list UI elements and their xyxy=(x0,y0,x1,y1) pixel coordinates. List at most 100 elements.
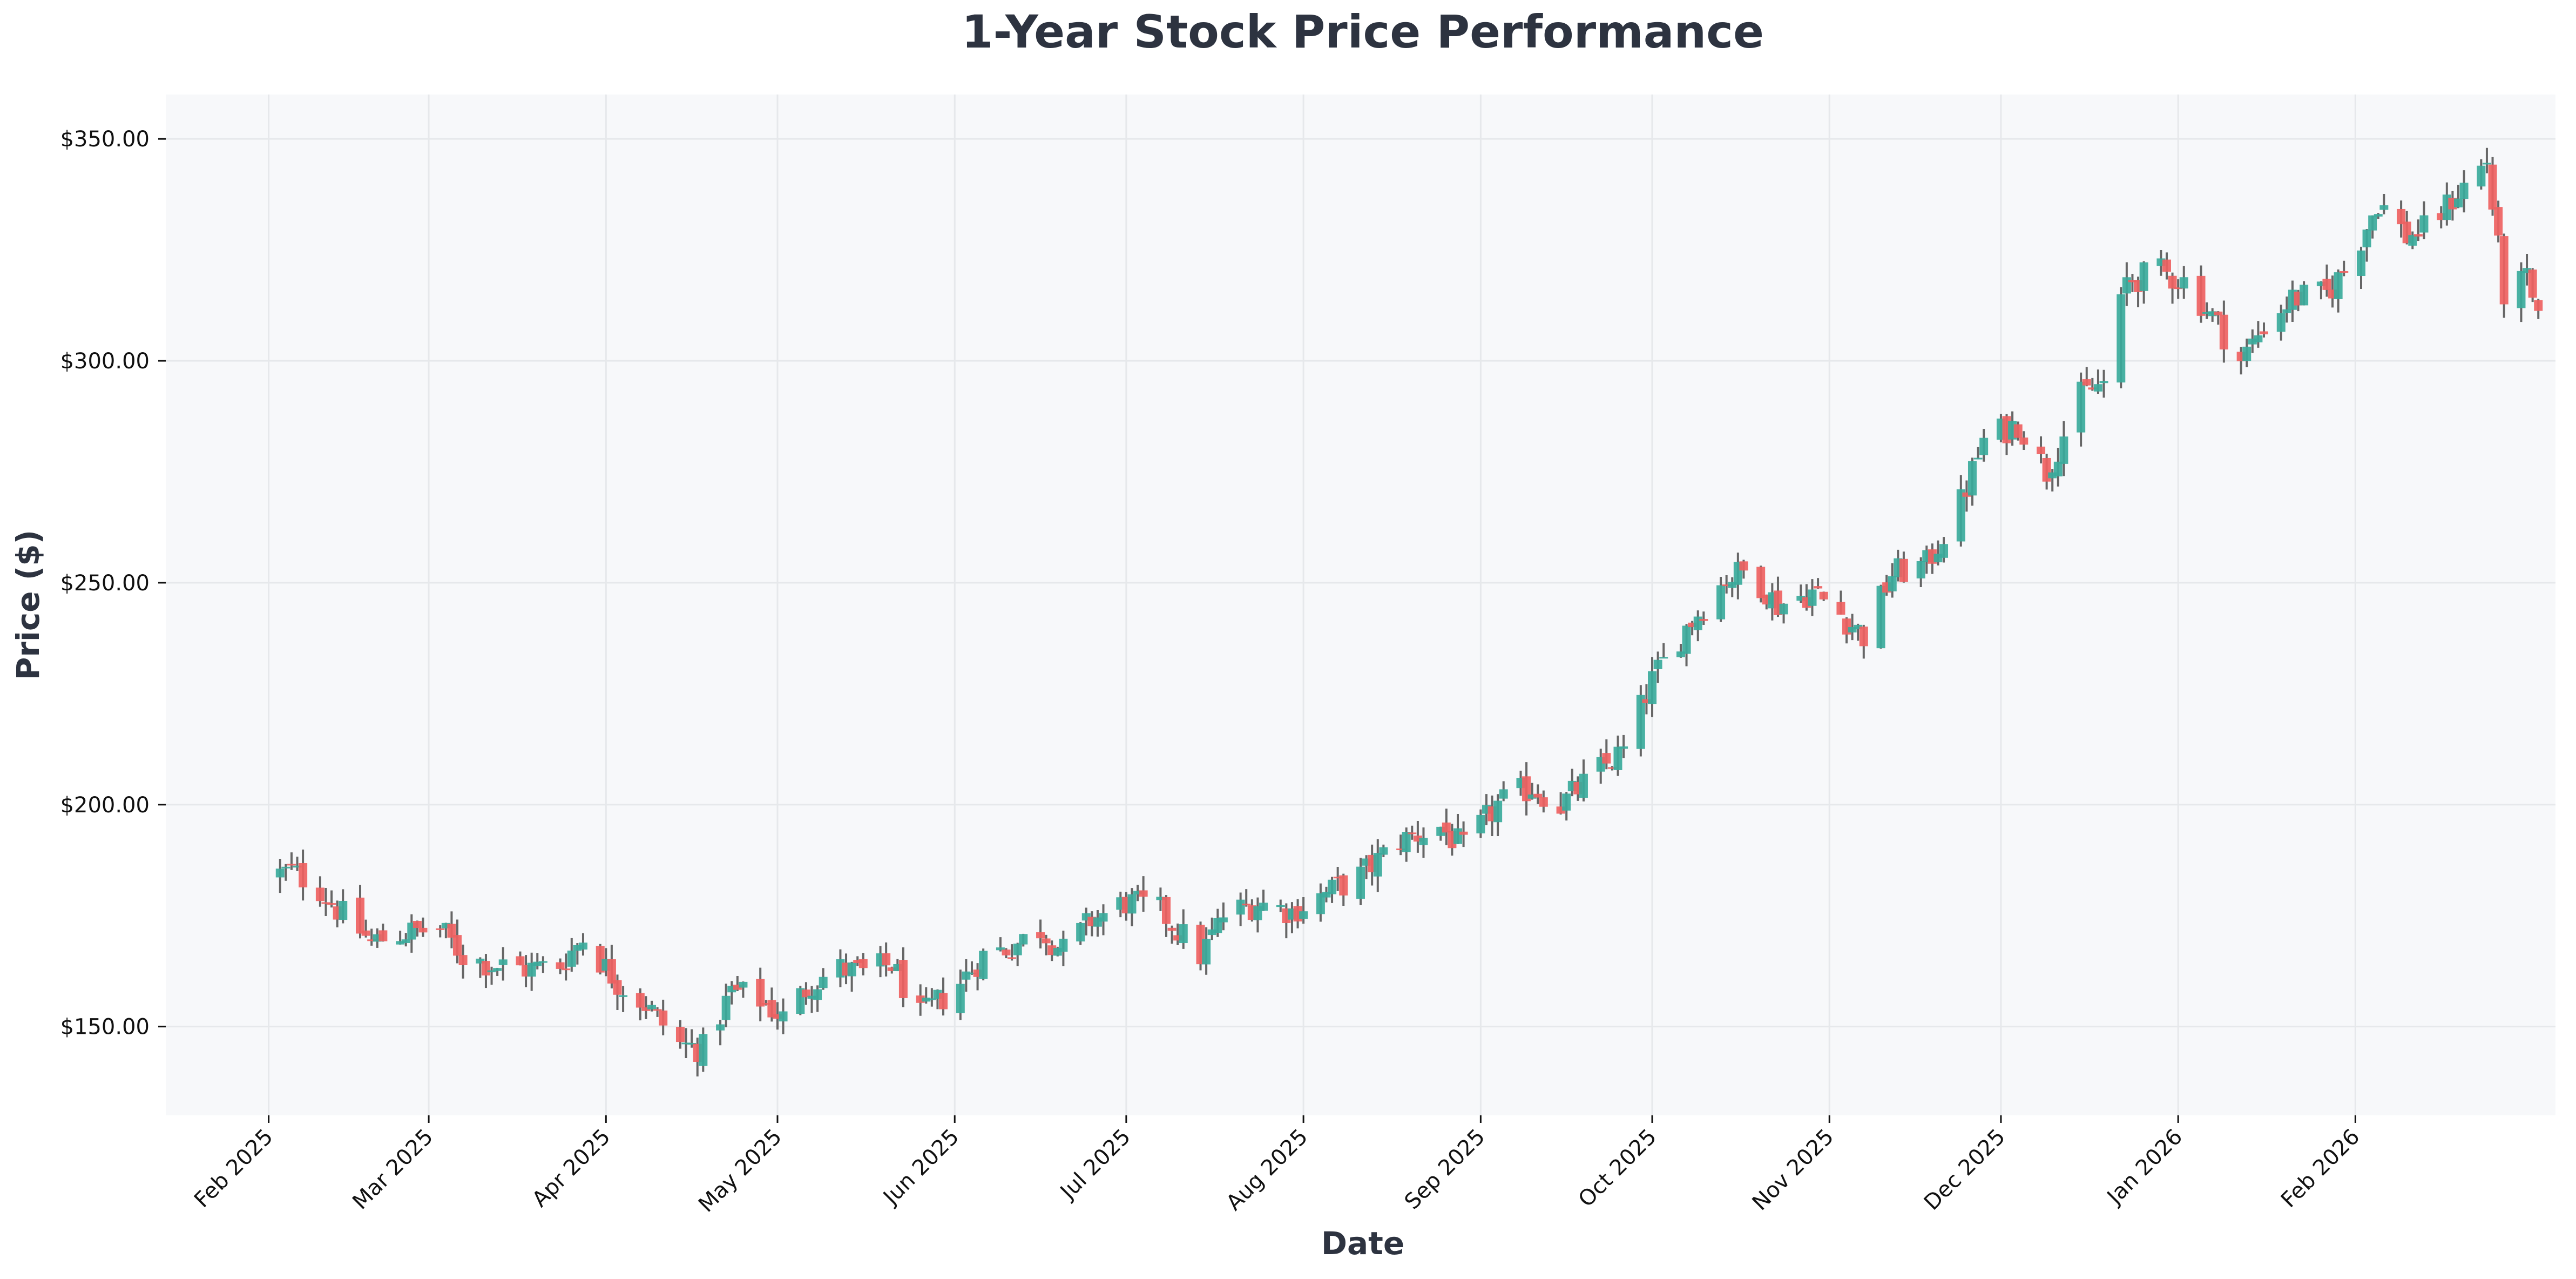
candle-body-up xyxy=(1728,582,1737,588)
candle xyxy=(858,953,868,975)
candle xyxy=(1739,560,1748,579)
candle xyxy=(1956,475,1965,547)
candle-body-down xyxy=(458,955,468,965)
candle xyxy=(1442,809,1451,845)
candle xyxy=(293,857,302,871)
candle xyxy=(807,986,816,1013)
candle-body-down xyxy=(1899,558,1908,582)
candle xyxy=(1728,577,1737,597)
candle xyxy=(653,1007,662,1017)
candle xyxy=(2397,200,2406,238)
candle-body-up xyxy=(1939,544,1949,558)
candle xyxy=(2174,279,2183,299)
candle-body-up xyxy=(1693,616,1702,630)
candle-body-down xyxy=(887,967,896,971)
y-axis-label: Price ($) xyxy=(10,530,46,680)
candle-body-up xyxy=(2242,346,2252,361)
candle-body-down xyxy=(773,1014,782,1019)
candle-body-up xyxy=(275,869,285,878)
candle-body-down xyxy=(1836,602,1845,615)
candle-body-down xyxy=(1699,619,1708,621)
candle-body-down xyxy=(1413,835,1422,842)
candle xyxy=(967,961,976,975)
candle xyxy=(882,942,891,977)
candle xyxy=(401,933,410,947)
candle-body-up xyxy=(2099,381,2108,383)
candle-body-up xyxy=(527,962,536,977)
candle-body-up xyxy=(1648,671,1657,704)
candle xyxy=(1219,902,1228,931)
candle-body-down xyxy=(2488,164,2497,210)
candle xyxy=(819,968,828,990)
candle xyxy=(2099,369,2108,398)
candle xyxy=(1373,839,1382,892)
candle-body-up xyxy=(1979,437,1989,455)
candle xyxy=(1236,892,1245,926)
candle-body-up xyxy=(2334,272,2343,299)
x-tick-label: May 2025 xyxy=(694,1125,787,1217)
candle xyxy=(681,1028,691,1058)
candle-body-down xyxy=(2499,236,2509,305)
candle xyxy=(2276,304,2286,341)
candle xyxy=(2517,262,2526,322)
candle xyxy=(922,987,931,1004)
candle-body-down xyxy=(801,989,810,998)
x-tick-label: Dec 2025 xyxy=(1919,1125,2010,1215)
candle xyxy=(275,859,285,893)
candle-body-up xyxy=(1356,866,1365,899)
candle xyxy=(773,1002,782,1030)
candle-body-up xyxy=(996,947,1005,951)
candle xyxy=(2208,308,2217,322)
candle-body-up xyxy=(2282,309,2291,313)
candle xyxy=(2259,322,2268,338)
candle xyxy=(635,988,645,1021)
candle xyxy=(801,982,810,1005)
candle xyxy=(2139,261,2148,304)
candle-body-down xyxy=(1459,831,1468,835)
candle xyxy=(562,953,571,981)
candle-body-down xyxy=(2397,208,2406,225)
candle xyxy=(1402,827,1411,862)
candle-body-up xyxy=(1676,651,1685,657)
candle-body-down xyxy=(1242,904,1251,906)
candle xyxy=(1899,551,1908,583)
candle xyxy=(2494,200,2503,243)
candle-body-down xyxy=(1688,622,1697,628)
candle xyxy=(533,953,542,970)
candle xyxy=(2093,369,2102,394)
candle-body-up xyxy=(578,943,587,950)
x-axis: Feb 2025 Mar 2025 Apr 2025 May 2025 Jun 2025… xyxy=(190,1115,2364,1217)
candle-body-down xyxy=(356,897,365,934)
candle-body-down xyxy=(2088,387,2097,390)
candle xyxy=(1819,591,1828,601)
candle xyxy=(339,889,348,924)
candle-body-up xyxy=(979,951,988,979)
candle-body-up xyxy=(2053,461,2063,477)
candle-body-up xyxy=(1013,944,1022,955)
candle xyxy=(2162,252,2171,280)
candle xyxy=(647,1000,657,1012)
candle xyxy=(487,966,496,985)
candle-body-up xyxy=(2477,165,2486,187)
candle-body-down xyxy=(653,1009,662,1011)
candle xyxy=(779,998,788,1034)
candle-body-down xyxy=(1642,699,1651,703)
candle xyxy=(556,958,565,974)
candle xyxy=(687,1029,697,1048)
candle-body-down xyxy=(882,953,891,966)
candle xyxy=(2316,281,2325,300)
y-tick-label: $250.00 xyxy=(60,571,150,596)
candle xyxy=(567,938,576,972)
candle xyxy=(2528,268,2537,302)
candle xyxy=(1854,623,1863,641)
candle-body-up xyxy=(779,1011,788,1022)
candle-body-up xyxy=(1453,828,1463,844)
candle-body-up xyxy=(1202,939,1211,965)
candle xyxy=(1939,537,1949,563)
candle-body-up xyxy=(538,961,547,963)
candle xyxy=(2037,436,2046,464)
candle-body-up xyxy=(2316,281,2325,286)
candle-body-up xyxy=(2482,163,2491,165)
candle-body-up xyxy=(647,1005,657,1009)
